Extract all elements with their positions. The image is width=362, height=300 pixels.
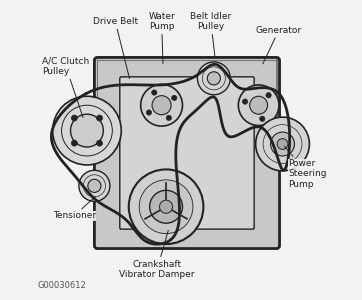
Circle shape <box>141 84 182 126</box>
Circle shape <box>260 116 265 122</box>
Text: G00030612: G00030612 <box>38 281 87 290</box>
Circle shape <box>152 90 157 95</box>
Circle shape <box>79 170 110 201</box>
Circle shape <box>71 140 77 146</box>
FancyBboxPatch shape <box>94 57 279 248</box>
Circle shape <box>270 132 294 156</box>
Circle shape <box>277 139 288 149</box>
Circle shape <box>71 115 77 121</box>
Circle shape <box>256 117 310 171</box>
FancyBboxPatch shape <box>120 77 254 229</box>
Text: Belt Idler
Pulley: Belt Idler Pulley <box>190 12 231 58</box>
Circle shape <box>152 96 171 115</box>
Text: Generator: Generator <box>256 26 302 64</box>
Circle shape <box>172 95 177 100</box>
Circle shape <box>266 93 271 98</box>
Circle shape <box>207 72 220 85</box>
Circle shape <box>146 110 152 115</box>
Circle shape <box>52 96 121 165</box>
Circle shape <box>150 190 182 223</box>
Text: Drive Belt: Drive Belt <box>93 17 138 79</box>
Circle shape <box>97 140 102 146</box>
Circle shape <box>160 200 173 213</box>
Circle shape <box>197 62 230 95</box>
Circle shape <box>243 99 248 104</box>
Circle shape <box>166 115 172 121</box>
Text: Power
Steering
Pump: Power Steering Pump <box>284 146 327 189</box>
Text: A/C Clutch
Pulley: A/C Clutch Pulley <box>42 57 89 118</box>
Circle shape <box>250 96 268 114</box>
Circle shape <box>88 179 101 192</box>
Circle shape <box>97 115 102 121</box>
Circle shape <box>139 180 193 234</box>
Text: Tensioner: Tensioner <box>52 197 96 220</box>
Circle shape <box>238 85 279 125</box>
Circle shape <box>71 114 104 147</box>
Text: Water
Pump: Water Pump <box>148 12 175 64</box>
Circle shape <box>129 169 203 244</box>
Text: Crankshaft
Vibrator Damper: Crankshaft Vibrator Damper <box>119 230 195 279</box>
